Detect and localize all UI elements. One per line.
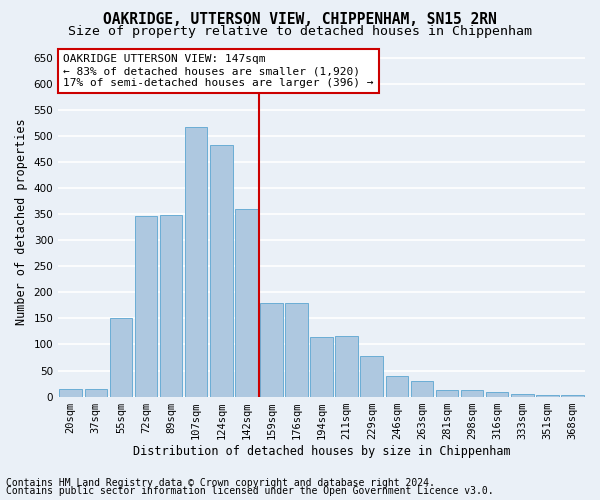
Text: Size of property relative to detached houses in Chippenham: Size of property relative to detached ho… — [68, 25, 532, 38]
Text: Contains HM Land Registry data © Crown copyright and database right 2024.: Contains HM Land Registry data © Crown c… — [6, 478, 435, 488]
Bar — [461, 390, 484, 396]
Bar — [361, 356, 383, 397]
Bar — [85, 389, 107, 396]
Bar — [110, 318, 132, 396]
Bar — [59, 389, 82, 396]
Bar — [134, 216, 157, 396]
Y-axis label: Number of detached properties: Number of detached properties — [15, 118, 28, 326]
Bar — [210, 145, 233, 397]
Bar — [410, 381, 433, 396]
Bar — [536, 395, 559, 396]
Bar — [561, 395, 584, 396]
Bar — [260, 303, 283, 396]
Bar — [160, 216, 182, 396]
Text: OAKRIDGE UTTERSON VIEW: 147sqm
← 83% of detached houses are smaller (1,920)
17% : OAKRIDGE UTTERSON VIEW: 147sqm ← 83% of … — [64, 54, 374, 88]
Bar — [335, 336, 358, 396]
Bar — [511, 394, 533, 396]
Bar — [436, 390, 458, 396]
X-axis label: Distribution of detached houses by size in Chippenham: Distribution of detached houses by size … — [133, 444, 511, 458]
Bar — [486, 392, 508, 396]
Bar — [310, 336, 333, 396]
Bar — [386, 376, 408, 396]
Text: Contains public sector information licensed under the Open Government Licence v3: Contains public sector information licen… — [6, 486, 494, 496]
Bar — [185, 127, 208, 396]
Bar — [235, 209, 257, 396]
Bar — [285, 303, 308, 396]
Text: OAKRIDGE, UTTERSON VIEW, CHIPPENHAM, SN15 2RN: OAKRIDGE, UTTERSON VIEW, CHIPPENHAM, SN1… — [103, 12, 497, 28]
